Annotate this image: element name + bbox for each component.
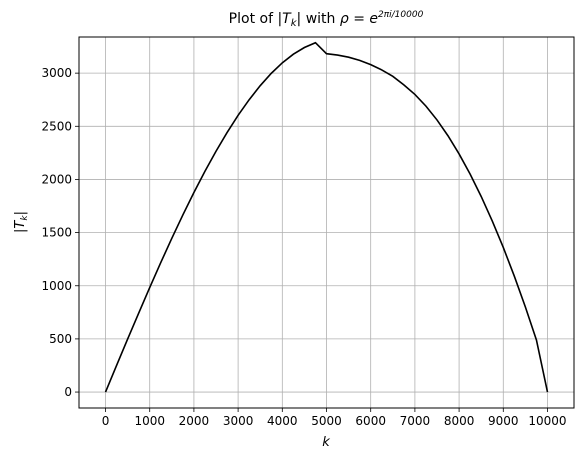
x-tick-label: 5000 <box>311 414 342 428</box>
x-tick-label: 4000 <box>267 414 298 428</box>
x-tick-label: 2000 <box>179 414 210 428</box>
x-tick-label: 0 <box>102 414 110 428</box>
plot-frame <box>78 36 575 409</box>
x-tick-label: 6000 <box>355 414 386 428</box>
chart-title: Plot of |Tk| with ρ = e2πi/10000 <box>229 10 424 29</box>
y-axis-label: |Tk| <box>13 211 30 233</box>
x-tick-label: 3000 <box>223 414 254 428</box>
y-tick-label: 500 <box>49 332 72 346</box>
y-tick-label: 2500 <box>41 119 72 133</box>
y-tick-label: 0 <box>64 385 72 399</box>
x-tick-label: 1000 <box>134 414 165 428</box>
x-tick-label: 7000 <box>400 414 431 428</box>
grid-lines <box>79 37 574 408</box>
y-tick-label: 2000 <box>41 172 72 186</box>
x-tick-label: 8000 <box>444 414 475 428</box>
axis-ticks: 0 1000 2000 3000 4000 5000 6000 7000 8000 9000 100… <box>41 66 566 428</box>
x-tick-label: 9000 <box>488 414 519 428</box>
y-tick-label: 3000 <box>41 66 72 80</box>
y-tick-label: 1500 <box>41 226 72 240</box>
x-tick-label: 10000 <box>528 414 566 428</box>
x-axis-label: k <box>322 435 330 450</box>
series-line <box>104 41 549 393</box>
y-tick-label: 1000 <box>41 279 72 293</box>
